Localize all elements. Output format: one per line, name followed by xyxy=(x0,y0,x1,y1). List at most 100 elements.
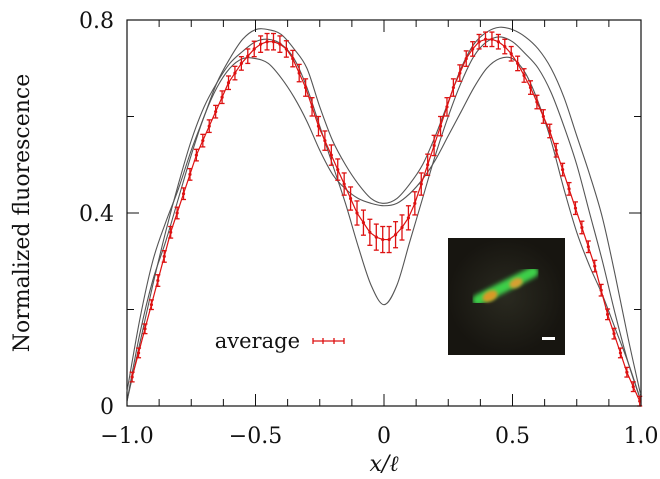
y-axis-ticks: 0 0.4 0.8 xyxy=(79,9,641,420)
focus-left xyxy=(482,290,498,302)
sample-curves xyxy=(126,26,642,402)
focus-right xyxy=(509,277,523,289)
average-point xyxy=(174,206,180,220)
average-point xyxy=(367,218,373,246)
average-point xyxy=(181,187,187,201)
average-point xyxy=(354,200,360,226)
x-axis-title: x/ℓ xyxy=(370,452,400,477)
average-point xyxy=(322,130,328,151)
average-point xyxy=(341,172,347,196)
average-point xyxy=(463,50,469,67)
average-point xyxy=(476,33,482,50)
average-point xyxy=(136,347,142,359)
average-point xyxy=(431,134,437,157)
inset-noise xyxy=(448,238,565,355)
average-point xyxy=(412,191,418,216)
average-point xyxy=(605,308,611,321)
legend: average xyxy=(215,329,345,353)
y-axis-title: Normalized fluorescence xyxy=(10,74,35,353)
average-point xyxy=(495,33,501,50)
average-point xyxy=(457,64,463,82)
average-point xyxy=(348,186,354,211)
sample-curve-2 xyxy=(126,56,642,402)
average-point xyxy=(508,45,514,62)
average-point xyxy=(585,240,591,254)
average-point xyxy=(515,55,521,72)
average-point xyxy=(560,162,566,177)
average-point xyxy=(611,327,617,340)
average-point xyxy=(540,109,546,124)
average-point xyxy=(425,153,431,177)
average-point xyxy=(335,158,341,181)
average-point xyxy=(296,63,302,83)
average-point xyxy=(200,133,206,148)
average-point xyxy=(232,65,238,81)
average-series xyxy=(129,31,643,407)
average-point xyxy=(315,115,321,137)
average-point xyxy=(270,32,276,51)
average-point xyxy=(168,225,174,239)
average-point xyxy=(630,381,636,393)
average-point xyxy=(521,68,527,83)
average-point xyxy=(450,78,456,97)
average-point xyxy=(624,366,630,378)
average-point xyxy=(258,35,264,53)
average-point xyxy=(373,223,379,251)
x-tick-label: 1.0 xyxy=(624,424,659,449)
sample-curve-1 xyxy=(126,36,642,402)
legend-label-average: average xyxy=(215,329,300,353)
average-point xyxy=(245,48,251,65)
y-tick-label: 0.4 xyxy=(79,202,114,227)
average-point xyxy=(405,205,411,231)
average-point xyxy=(438,115,444,137)
average-point xyxy=(303,78,309,97)
average-point xyxy=(161,249,167,263)
average-point xyxy=(572,201,578,216)
average-point xyxy=(483,31,489,48)
average-point xyxy=(148,299,154,311)
average-point xyxy=(155,274,161,287)
average-point xyxy=(129,371,135,383)
average-point xyxy=(193,148,199,162)
average-point xyxy=(226,75,232,91)
average-point xyxy=(444,97,450,117)
average-point xyxy=(393,221,399,249)
average-point xyxy=(617,347,623,359)
average-point xyxy=(264,32,270,51)
scale-bar xyxy=(542,337,555,340)
average-point xyxy=(238,56,244,71)
average-point xyxy=(534,94,540,110)
y-tick-label: 0 xyxy=(100,395,114,420)
y-tick-label: 0.8 xyxy=(79,9,114,34)
x-tick-label: −0.5 xyxy=(229,424,282,449)
x-tick-label: 0 xyxy=(377,424,391,449)
average-point xyxy=(360,209,366,236)
average-point xyxy=(283,40,289,58)
average-point xyxy=(553,142,559,158)
average-point xyxy=(527,80,533,95)
sample-curve-3 xyxy=(126,26,642,397)
x-tick-label: 0.5 xyxy=(495,424,530,449)
average-point xyxy=(277,35,283,53)
x-axis-ticks: −1.0 −0.5 0 0.5 1.0 xyxy=(100,20,659,449)
average-point xyxy=(418,172,424,196)
average-point xyxy=(579,220,585,235)
average-point xyxy=(290,49,296,68)
average-point xyxy=(566,181,572,196)
average-point xyxy=(206,119,212,134)
x-tick-label: −1.0 xyxy=(100,424,153,449)
average-line xyxy=(131,38,641,402)
average-point xyxy=(489,31,495,48)
average-point xyxy=(470,41,476,57)
inset-micrograph xyxy=(448,238,565,355)
average-point xyxy=(251,40,257,58)
average-point xyxy=(386,225,392,254)
average-point xyxy=(187,167,193,181)
average-point xyxy=(213,104,219,119)
average-point xyxy=(219,90,225,105)
legend-symbol-average xyxy=(312,338,345,344)
average-point xyxy=(380,225,386,254)
average-point xyxy=(399,214,405,241)
average-point xyxy=(547,123,553,139)
